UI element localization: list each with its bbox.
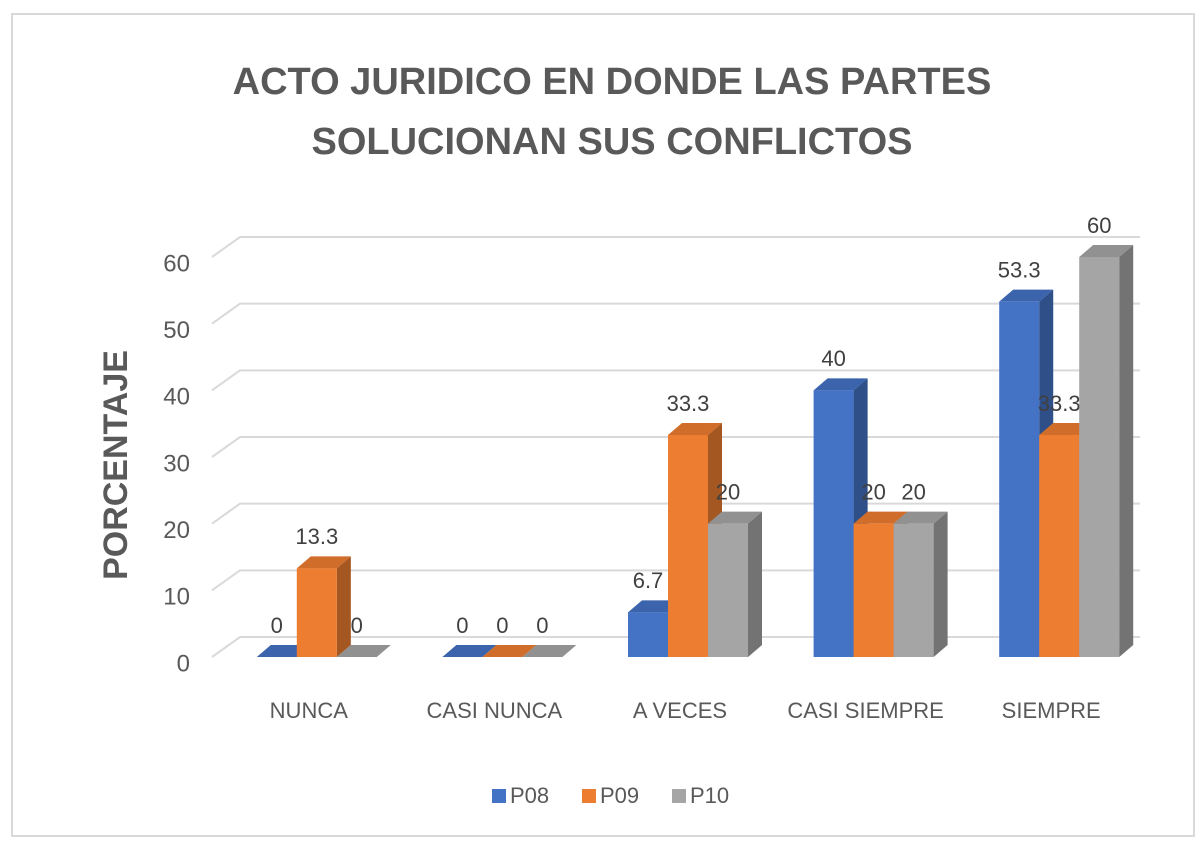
bar — [1039, 435, 1080, 657]
bar-top — [853, 511, 908, 524]
bar-top-shade — [853, 511, 908, 524]
data-label: 40 — [821, 346, 845, 371]
grid-line — [211, 302, 1140, 325]
bar — [813, 390, 854, 657]
bar-top — [482, 645, 537, 657]
y-tick-label: 30 — [163, 450, 190, 477]
data-label: 0 — [496, 613, 508, 638]
bar — [668, 435, 708, 657]
y-tick-label: 0 — [177, 650, 190, 677]
data-label: 13.3 — [295, 524, 338, 549]
data-label: 53.3 — [998, 257, 1041, 282]
bar — [628, 612, 668, 657]
x-tick-label: NUNCA — [270, 698, 349, 723]
data-label: 20 — [716, 479, 740, 504]
bar-side-shade — [1119, 245, 1134, 657]
bar-top — [296, 556, 351, 569]
y-axis-title: PORCENTAJE — [97, 350, 135, 580]
bar-top — [522, 645, 577, 657]
bar-top-shade — [999, 289, 1054, 302]
bar — [853, 523, 894, 657]
y-tick-label: 60 — [163, 250, 190, 277]
bar-top-shade — [522, 645, 577, 657]
bar-top — [442, 645, 497, 657]
bar — [999, 301, 1040, 657]
bar — [893, 523, 934, 657]
data-label: 0 — [351, 613, 363, 638]
bar-top-shade — [813, 378, 868, 391]
y-tick-label: 40 — [163, 384, 190, 411]
data-label: 60 — [1087, 213, 1111, 238]
data-label: 20 — [861, 479, 885, 504]
y-tick-label: 20 — [163, 517, 190, 544]
data-label: 0 — [271, 613, 283, 638]
x-tick-label: A VECES — [633, 698, 727, 723]
x-tick-label: CASI SIEMPRE — [787, 698, 943, 723]
bar-side — [336, 556, 351, 657]
y-tick-label: 10 — [163, 584, 190, 611]
bar-side — [933, 511, 948, 657]
bar-top — [668, 423, 722, 435]
bar-top — [999, 289, 1054, 302]
bar-top-shade — [442, 645, 497, 657]
bar-top — [1079, 245, 1134, 257]
legend-swatch — [492, 789, 506, 803]
bar-top — [893, 511, 948, 524]
bar-side-shade — [933, 511, 948, 657]
data-label: 20 — [901, 479, 925, 504]
bar-top — [813, 378, 868, 391]
bar-top-shade — [482, 645, 537, 657]
bar — [296, 568, 337, 657]
bar-side — [748, 511, 762, 657]
legend-swatch — [582, 789, 596, 803]
bar-side-shade — [336, 556, 351, 657]
data-label: 6.7 — [633, 568, 664, 593]
legend-label: P09 — [600, 783, 639, 808]
bar-top-shade — [296, 556, 351, 569]
grid-line — [211, 236, 1140, 258]
data-label: 33.3 — [667, 391, 710, 416]
bar-top-shade — [893, 511, 948, 524]
bar-side — [1119, 245, 1134, 657]
legend-swatch — [672, 789, 686, 803]
y-tick-label: 50 — [163, 317, 190, 344]
bar-top-shade — [708, 511, 762, 524]
x-tick-label: SIEMPRE — [1002, 698, 1101, 723]
bar — [708, 523, 748, 657]
bar — [1079, 257, 1120, 657]
data-label: 0 — [536, 613, 548, 638]
chart-border — [11, 13, 1195, 837]
bar-top-shade — [1079, 245, 1134, 257]
bar-top-shade — [668, 423, 722, 435]
data-label: 33.3 — [1038, 391, 1081, 416]
legend-label: P10 — [690, 783, 729, 808]
chart-title: SOLUCIONAN SUS CONFLICTOS — [312, 121, 913, 163]
bar-top — [336, 645, 391, 657]
bar-top-shade — [336, 645, 391, 657]
legend-label: P08 — [510, 783, 549, 808]
x-tick-label: CASI NUNCA — [427, 698, 563, 723]
bar-top — [708, 511, 762, 524]
chart-title: ACTO JURIDICO EN DONDE LAS PARTES — [233, 61, 992, 103]
grid-line — [211, 369, 1140, 392]
bar-side-shade — [748, 511, 762, 657]
data-label: 0 — [456, 613, 468, 638]
